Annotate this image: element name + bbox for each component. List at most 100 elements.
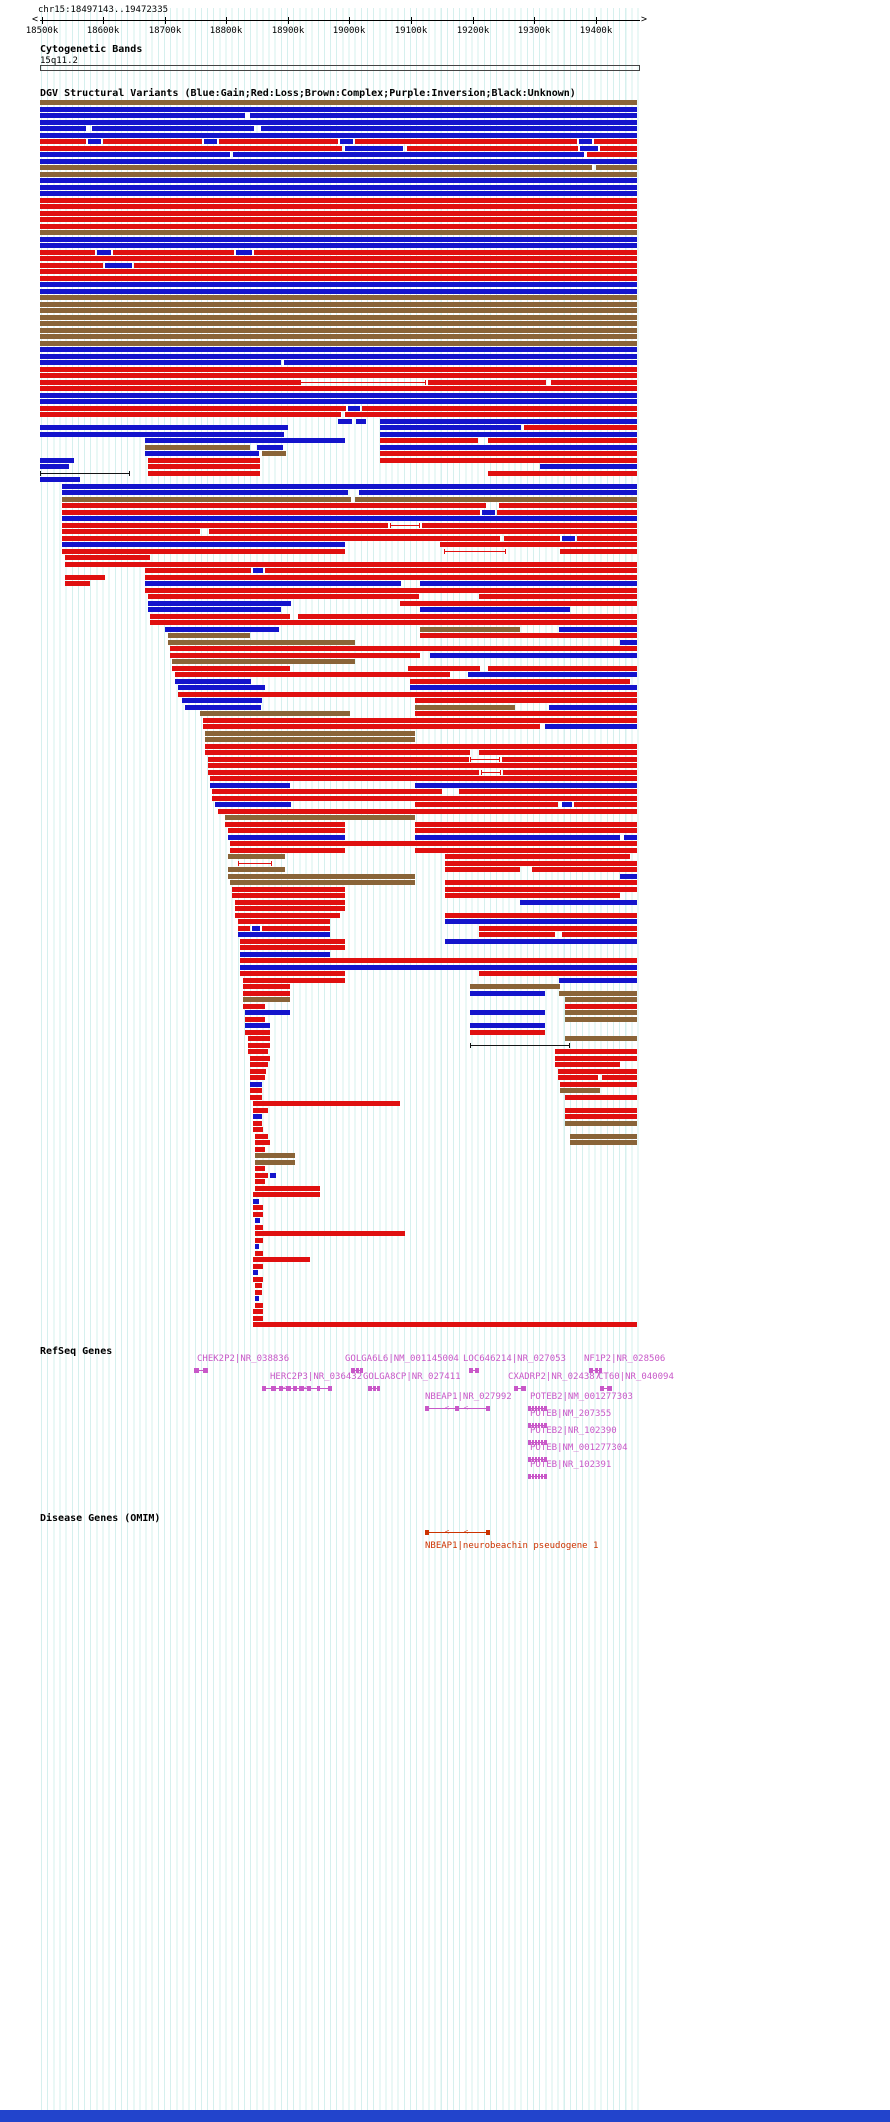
variant-bar: [218, 809, 637, 814]
interval-tick-left: [238, 861, 239, 866]
variant-bar: [228, 835, 345, 840]
variant-bar: [240, 945, 345, 950]
variant-bar: [40, 360, 281, 365]
ruler-tick: [42, 17, 43, 24]
gene-glyph: [368, 1385, 380, 1392]
exon-box: [595, 1368, 598, 1373]
variant-bar: [40, 198, 637, 203]
variant-bar: [253, 1257, 310, 1262]
exon-box: [521, 1386, 526, 1391]
variant-bar: [620, 874, 637, 879]
variant-bar: [262, 926, 330, 931]
variant-bar: [210, 776, 637, 781]
variant-bar: [105, 263, 132, 268]
variant-bar: [40, 399, 637, 404]
variant-bar: [243, 984, 290, 989]
exon-box: [538, 1440, 540, 1445]
exon-box: [541, 1440, 543, 1445]
variant-bar: [148, 594, 419, 599]
exon-box: [360, 1368, 363, 1373]
variant-bar: [40, 217, 637, 222]
variant-bar: [532, 867, 637, 872]
variant-bar: [479, 926, 637, 931]
interval-tick-right: [500, 770, 501, 775]
variant-bar: [238, 919, 330, 924]
gene-glyph: [528, 1405, 547, 1412]
variant-bar: [228, 854, 285, 859]
variant-bar: [255, 1231, 405, 1236]
variant-bar: [479, 594, 637, 599]
gene-glyph: [528, 1473, 547, 1480]
ruler-tick: [226, 17, 227, 24]
ruler-tick-label: 18600k: [86, 26, 120, 36]
variant-bar: [504, 536, 560, 541]
variant-bar: [240, 939, 345, 944]
variant-bar: [565, 997, 637, 1002]
interval-line: [238, 863, 272, 864]
variant-bar: [40, 165, 592, 170]
intron-line: [528, 1476, 547, 1477]
interval-tick-left: [470, 1043, 471, 1048]
exon-box: [532, 1440, 534, 1445]
variant-bar: [40, 341, 637, 346]
variant-bar: [560, 1088, 600, 1093]
gene-label: POTEB|NM_001277304: [530, 1443, 628, 1453]
variant-bar: [560, 1082, 637, 1087]
gene-glyph: [514, 1385, 526, 1392]
variant-bar: [415, 783, 637, 788]
variant-bar: [596, 165, 637, 170]
variant-bar: [253, 1205, 263, 1210]
ruler-tick-label: 18800k: [209, 26, 243, 36]
intron-line: [600, 1388, 612, 1389]
variant-bar: [559, 991, 637, 996]
variant-bar: [200, 711, 350, 716]
variant-bar: [570, 1134, 637, 1139]
variant-bar: [253, 1199, 259, 1204]
variant-bar: [298, 614, 637, 619]
variant-bar: [359, 490, 637, 495]
variant-bar: [40, 237, 637, 242]
variant-bar: [555, 1056, 637, 1061]
exon-box: [514, 1386, 518, 1391]
variant-bar: [204, 139, 217, 144]
variant-bar: [62, 523, 388, 528]
variant-bar: [255, 1173, 268, 1178]
variant-bar: [579, 139, 592, 144]
exon-box: [469, 1368, 473, 1373]
variant-bar: [410, 685, 637, 690]
variant-bar: [420, 627, 520, 632]
variant-bar: [97, 250, 111, 255]
variant-bar: [255, 1160, 295, 1165]
exon-box: [528, 1474, 531, 1479]
variant-bar: [562, 802, 572, 807]
gene-label: GOLGA6L6|NM_001145004: [345, 1354, 459, 1364]
exon-box: [486, 1406, 490, 1411]
exon-box: [262, 1386, 266, 1391]
variant-bar: [40, 373, 637, 378]
gene-label: CHEK2P2|NR_038836: [197, 1354, 290, 1364]
variant-bar: [415, 822, 637, 827]
variant-bar: [62, 510, 480, 515]
variant-bar: [238, 926, 250, 931]
variant-bar: [40, 191, 637, 196]
variant-bar: [254, 250, 637, 255]
variant-bar: [40, 380, 300, 385]
variant-bar: [255, 1283, 262, 1288]
variant-bar: [250, 1075, 265, 1080]
variant-bar: [92, 126, 254, 131]
variant-bar: [255, 1140, 270, 1145]
ruler-tick: [288, 17, 289, 24]
variant-bar: [253, 1270, 258, 1275]
variant-bar: [245, 1030, 270, 1035]
variant-bar: [40, 146, 342, 151]
variant-bar: [62, 536, 500, 541]
exon-box: [541, 1457, 543, 1462]
variant-bar: [479, 750, 637, 755]
variant-bar: [40, 120, 637, 125]
exon-box: [535, 1406, 537, 1411]
variant-bar: [40, 308, 637, 313]
variant-bar: [248, 1043, 270, 1048]
cytogenetic-track-title: Cytogenetic Bands: [40, 44, 143, 55]
variant-bar: [445, 887, 637, 892]
variant-bar: [440, 542, 637, 547]
